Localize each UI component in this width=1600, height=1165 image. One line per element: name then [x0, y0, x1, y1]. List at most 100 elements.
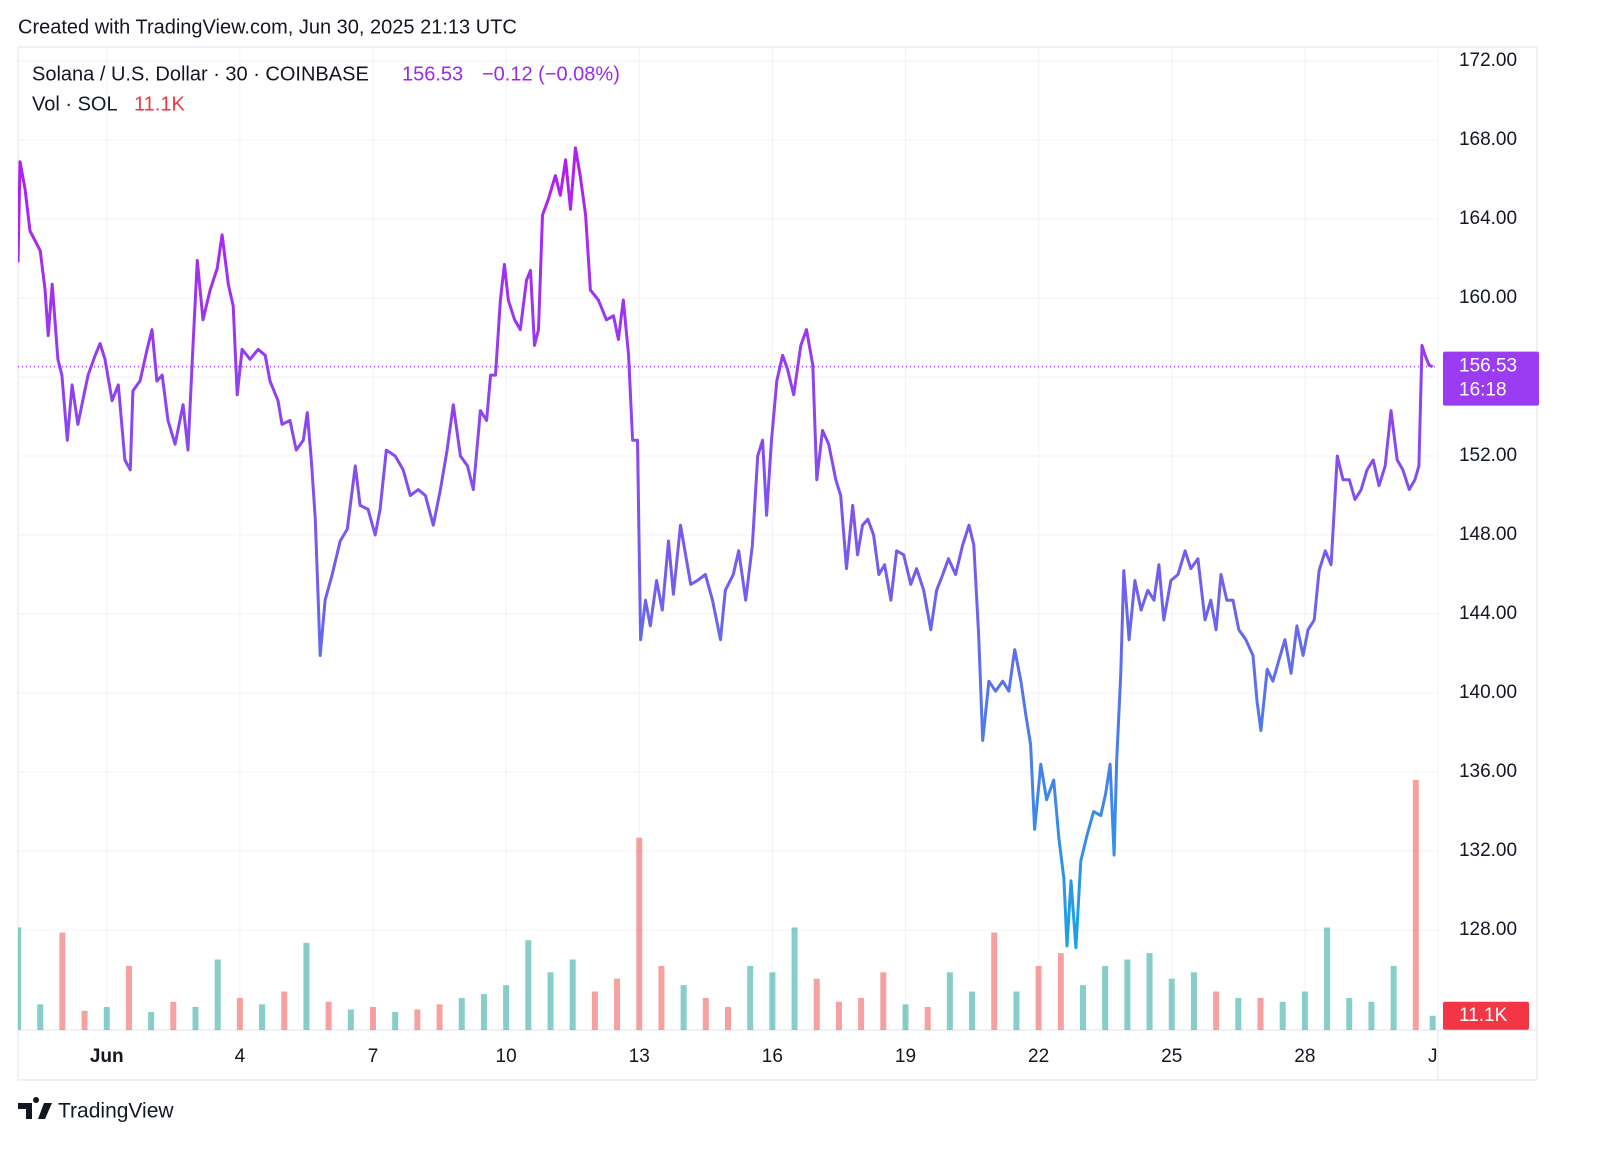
y-tick-label: 160.00: [1459, 287, 1517, 308]
volume-bar: [458, 997, 465, 1030]
price-tag-value: 156.53: [1459, 356, 1517, 377]
volume-bar: [569, 959, 576, 1030]
volume-bar: [1390, 965, 1397, 1030]
volume-bar: [480, 994, 487, 1030]
volume-bar: [236, 997, 243, 1030]
volume-bar: [1412, 780, 1419, 1030]
price-tag: [1443, 351, 1539, 406]
volume-bar: [636, 837, 643, 1030]
y-tick-label: 148.00: [1459, 524, 1517, 545]
y-tick-label: 144.00: [1459, 603, 1517, 624]
volume-bar: [614, 978, 621, 1030]
volume-bar: [1124, 959, 1131, 1030]
volume-bar: [1190, 972, 1197, 1030]
volume-bar: [1080, 985, 1086, 1030]
volume-bar: [1146, 953, 1153, 1030]
volume-bar: [1257, 997, 1264, 1030]
y-tick-label: 152.00: [1459, 445, 1517, 466]
volume-bar: [259, 1004, 266, 1030]
volume-bar: [392, 1012, 399, 1030]
volume-bar: [18, 927, 21, 1030]
volume-bar: [81, 1010, 88, 1030]
frame: [17, 46, 1538, 1081]
volume-bar: [347, 1009, 354, 1030]
volume-bar: [658, 965, 665, 1030]
volume-bar: [281, 991, 288, 1030]
volume-bar: [370, 1006, 376, 1030]
volume-bar: [1102, 965, 1109, 1030]
volume-bar: [1035, 965, 1042, 1030]
volume-bar: [769, 972, 776, 1030]
volume-bar: [880, 972, 887, 1030]
x-tick-label: 28: [1294, 1046, 1315, 1067]
volume-bar: [59, 932, 66, 1030]
volume-bar: [192, 1006, 199, 1030]
volume-bar: [791, 927, 798, 1030]
volume-bar: [1013, 991, 1020, 1030]
volume-bar: [1429, 1015, 1436, 1030]
volume-bar: [680, 985, 687, 1030]
volume-tag-label: 11.1K: [1459, 1005, 1508, 1026]
volume-bar: [747, 965, 754, 1030]
volume-bar: [1168, 978, 1175, 1030]
x-tick-label: Jun: [90, 1046, 124, 1067]
y-tick-label: 172.00: [1459, 50, 1517, 71]
volume-bar: [103, 1006, 110, 1030]
volume-bar: [1213, 991, 1220, 1030]
volume-bar: [547, 972, 554, 1030]
volume-bar: [436, 1004, 443, 1030]
volume-bar: [125, 965, 132, 1030]
volume: [18, 780, 1436, 1030]
volume-bar: [503, 985, 510, 1030]
volume-bar: [1346, 997, 1353, 1030]
volume-bar: [148, 1012, 155, 1030]
volume-bar: [1324, 927, 1331, 1030]
volume-bar: [991, 932, 998, 1030]
volume-bar: [525, 940, 532, 1030]
header-change: −0.12 (−0.08%): [482, 63, 620, 85]
x-tick-label: 13: [629, 1046, 650, 1067]
price-tag-countdown: 16:18: [1459, 380, 1507, 401]
y-tick-label: 168.00: [1459, 129, 1517, 150]
volume-bar: [1279, 1001, 1286, 1030]
volume-bar: [902, 1004, 909, 1030]
y-tick-label: 132.00: [1459, 840, 1517, 861]
brand: TradingView: [58, 1100, 174, 1123]
volume-bar: [1301, 991, 1308, 1030]
volume-bar: [37, 1004, 44, 1030]
plot: [18, 146, 1438, 950]
x-tick-label: 22: [1028, 1046, 1049, 1067]
x-tick-label: 16: [762, 1046, 783, 1067]
brand-logo: [18, 1097, 52, 1119]
x-tick-label: Ju: [1428, 1046, 1448, 1067]
grid: [18, 47, 1439, 1030]
volume-bar: [325, 1001, 332, 1030]
volume-bar: [813, 978, 820, 1030]
volume-bar: [858, 997, 865, 1030]
header-price: 156.53: [402, 63, 463, 85]
y-tick-label: 136.00: [1459, 761, 1517, 782]
volume-bar: [1368, 1001, 1375, 1030]
x-tick-label: 25: [1161, 1046, 1182, 1067]
y-tick-label: 128.00: [1459, 919, 1517, 940]
volume-bar: [414, 1009, 421, 1030]
volume-bar: [924, 1006, 931, 1030]
y-tick-label: 164.00: [1459, 208, 1517, 229]
x-tick-label: 7: [368, 1046, 379, 1067]
volume-bar: [946, 972, 953, 1030]
volume-bar: [303, 942, 310, 1030]
x-tick-label: 4: [235, 1046, 246, 1067]
volume-bar: [835, 1001, 842, 1030]
symbol: Solana / U.S. Dollar · 30 · COINBASE: [32, 63, 369, 85]
volume-name: Vol · SOL: [32, 93, 118, 115]
x-tick-label: 19: [895, 1046, 916, 1067]
price-line: [18, 146, 1434, 950]
volume-bar: [591, 991, 598, 1030]
credit: Created with TradingView.com, Jun 30, 20…: [18, 16, 517, 38]
volume-bar: [1057, 953, 1064, 1030]
volume-bar: [1235, 997, 1242, 1030]
volume-bar: [969, 991, 976, 1030]
x-axis: Jun 4 7 10 13 16 19 22 25 28 Ju: [90, 1046, 1448, 1067]
volume-bar: [702, 997, 709, 1030]
